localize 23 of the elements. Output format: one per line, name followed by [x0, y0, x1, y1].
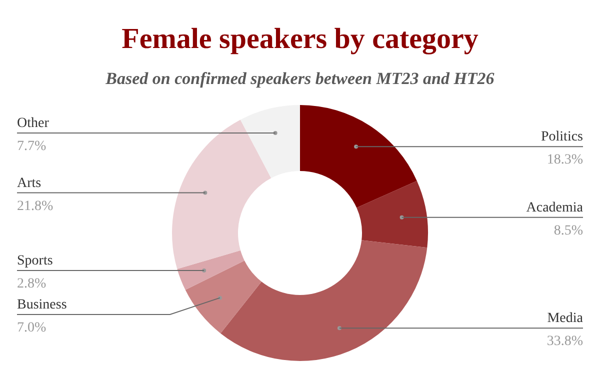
- donut-slice: [177, 250, 244, 290]
- slice-label: Media: [547, 311, 584, 326]
- slice-label: Other: [17, 116, 50, 132]
- chart-subtitle: Based on confirmed speakers between MT23 and HT26: [104, 69, 495, 88]
- slice-label: Sports: [17, 254, 53, 268]
- data-label: 33.8%: [546, 334, 584, 350]
- chart-title: Female speakers by category: [122, 23, 479, 55]
- slice-label: Business: [17, 298, 67, 312]
- donut-slice: [220, 240, 428, 361]
- donut-slice: [240, 105, 300, 178]
- data-label: 18.3%: [546, 152, 584, 168]
- data-label: 7.7%: [17, 139, 46, 154]
- slice-label: Politics: [540, 130, 583, 145]
- data-label: 2.8%: [17, 276, 46, 292]
- donut-slice: [300, 105, 417, 208]
- data-label: 8.5%: [554, 223, 584, 238]
- slice-label: Arts: [17, 176, 42, 191]
- data-label: 7.0%: [17, 320, 46, 336]
- donut-slice: [172, 120, 272, 269]
- donut-slice: [356, 180, 428, 248]
- slice-label: Academia: [526, 200, 584, 216]
- donut-slice: [185, 260, 262, 334]
- data-label: 21.8%: [17, 198, 54, 214]
